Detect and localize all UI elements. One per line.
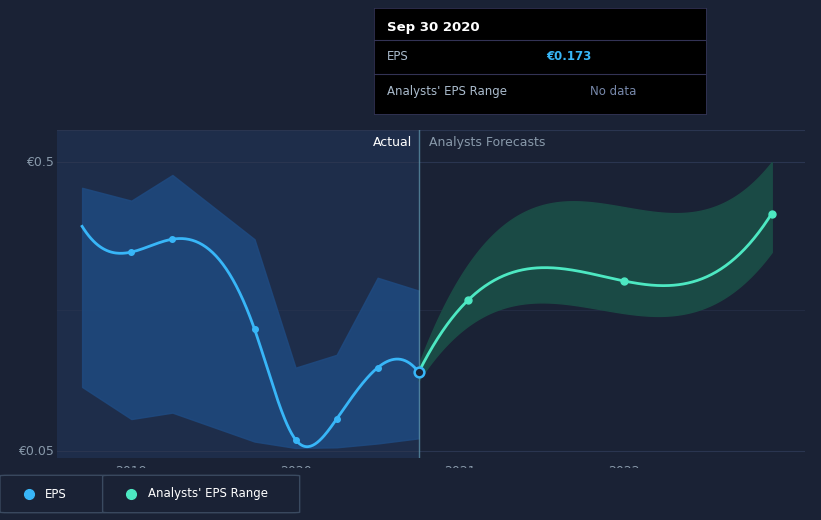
FancyBboxPatch shape (103, 475, 300, 513)
Text: EPS: EPS (387, 50, 409, 63)
Text: No data: No data (589, 85, 636, 98)
Text: Analysts' EPS Range: Analysts' EPS Range (148, 488, 268, 500)
Text: €0.173: €0.173 (547, 50, 592, 63)
Text: €0.5: €0.5 (25, 155, 53, 168)
Bar (57, 130, 419, 458)
FancyBboxPatch shape (0, 475, 107, 513)
Text: Actual: Actual (373, 136, 412, 149)
Text: Analysts' EPS Range: Analysts' EPS Range (387, 85, 507, 98)
Text: Analysts Forecasts: Analysts Forecasts (429, 136, 545, 149)
Text: Sep 30 2020: Sep 30 2020 (387, 21, 479, 34)
Text: €0.05: €0.05 (18, 445, 53, 458)
Text: EPS: EPS (45, 488, 67, 500)
